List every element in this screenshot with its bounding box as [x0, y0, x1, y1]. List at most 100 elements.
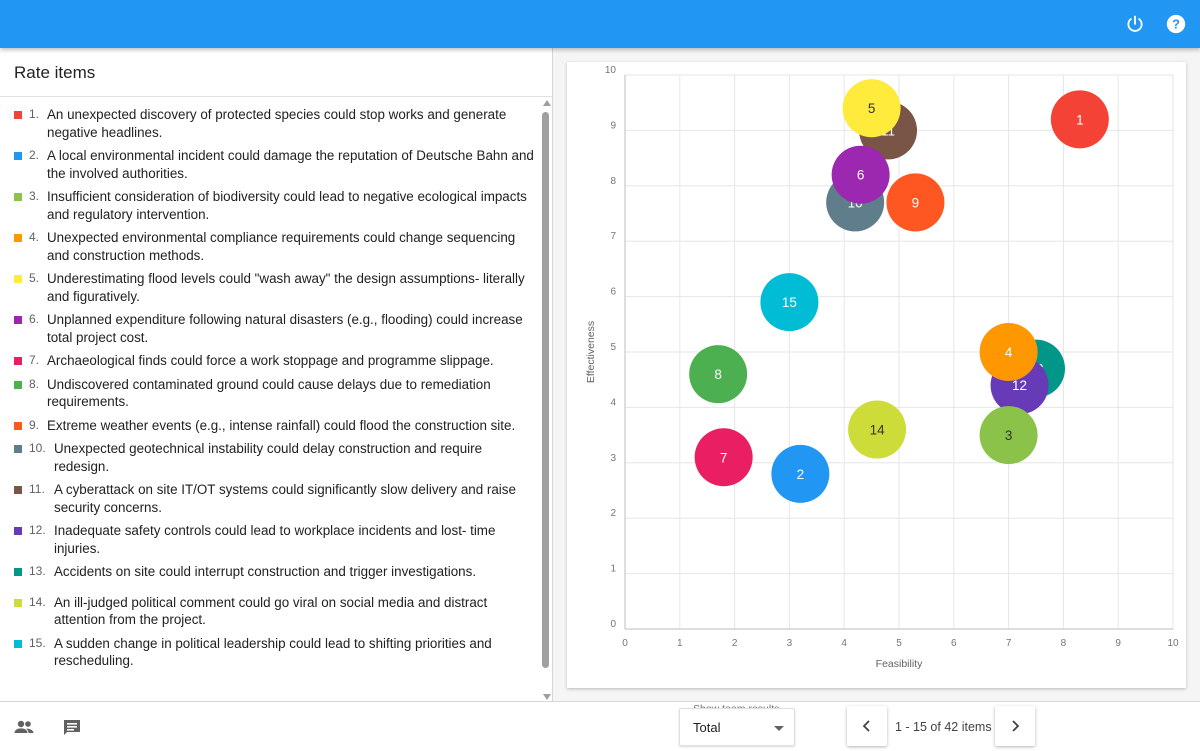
item-text: Undiscovered contaminated ground could c…	[47, 376, 491, 410]
y-axis-label: Effectiveness	[585, 321, 597, 383]
bubble-label: 3	[1005, 428, 1013, 443]
next-page-button[interactable]	[995, 706, 1035, 746]
color-swatch	[14, 193, 22, 201]
x-tick-label: 1	[677, 638, 683, 649]
list-item[interactable]: 7. Archaeological finds could force a wor…	[0, 352, 538, 370]
list-item[interactable]: 10. Unexpected geotechnical instability c…	[0, 440, 538, 475]
scroll-thumb[interactable]	[542, 112, 549, 668]
data-bubble[interactable]	[979, 406, 1038, 465]
svg-text:?: ?	[1172, 17, 1180, 32]
comment-icon[interactable]	[62, 718, 84, 736]
data-bubble[interactable]	[886, 173, 945, 232]
color-swatch	[14, 486, 22, 494]
color-swatch	[14, 527, 22, 535]
item-text: Extreme weather events (e.g., intense ra…	[47, 417, 516, 433]
x-tick-label: 3	[787, 638, 793, 649]
y-tick-label: 10	[605, 65, 617, 76]
x-tick-label: 8	[1061, 638, 1067, 649]
bubble-label: 9	[912, 195, 920, 210]
item-text: An ill-judged political comment could go…	[54, 594, 488, 628]
y-tick-label: 2	[610, 508, 616, 519]
item-number: 4.	[29, 230, 40, 244]
data-bubble[interactable]	[694, 428, 753, 487]
data-bubble[interactable]	[842, 79, 901, 138]
x-tick-label: 0	[622, 638, 628, 649]
color-swatch	[14, 598, 22, 607]
color-swatch	[14, 568, 22, 576]
list-item[interactable]: 13. Accidents on site could interrupt con…	[0, 563, 538, 581]
x-tick-label: 4	[841, 638, 847, 649]
y-tick-label: 3	[610, 453, 616, 464]
power-icon[interactable]	[1123, 12, 1147, 36]
item-number: 2.	[29, 148, 40, 162]
select-value: Total	[693, 720, 721, 735]
item-text: A local environmental incident could dam…	[47, 148, 534, 181]
list-item[interactable]: 12. Inadequate safety controls could lead…	[0, 522, 538, 557]
data-bubble[interactable]	[771, 444, 830, 503]
color-swatch	[14, 111, 22, 119]
help-icon[interactable]: ?	[1164, 12, 1188, 36]
y-tick-label: 9	[610, 120, 616, 131]
item-number: 10.	[29, 441, 46, 455]
list-item[interactable]: 5. Underestimating flood levels could "wa…	[0, 270, 538, 305]
list-item[interactable]: 11. A cyberattack on site IT/OT systems c…	[0, 481, 538, 516]
data-bubble[interactable]	[848, 400, 907, 459]
item-number: 1.	[29, 107, 40, 121]
item-text: Archaeological finds could force a work …	[47, 353, 494, 368]
panel-divider	[0, 96, 552, 97]
item-number: 12.	[29, 523, 46, 537]
item-number: 3.	[29, 189, 40, 203]
item-number: 7.	[29, 353, 40, 367]
bubble-label: 5	[868, 101, 876, 116]
list-item[interactable]: 4. Unexpected environmental compliance re…	[0, 229, 538, 264]
item-text: Accidents on site could interrupt constr…	[54, 564, 477, 579]
list-item[interactable]: 15. A sudden change in political leadersh…	[0, 635, 538, 670]
item-number: 13.	[29, 564, 46, 578]
caret-down-icon	[774, 726, 784, 731]
item-number: 14.	[29, 594, 46, 609]
bubble-label: 8	[714, 367, 722, 382]
y-tick-label: 7	[610, 231, 616, 242]
item-number: 5.	[29, 271, 40, 285]
data-bubble[interactable]	[831, 145, 890, 204]
data-bubble[interactable]	[760, 273, 819, 332]
data-bubble[interactable]	[979, 323, 1038, 381]
bubble-chart: 0 1 2 3 4 5 6 7 8 9 10012345678910FeasibilityEffec…	[585, 65, 1179, 670]
list-item[interactable]: 14. An ill-judged political comment could…	[0, 594, 538, 629]
item-text: A cyberattack on site IT/OT systems coul…	[54, 482, 516, 515]
list-item[interactable]: 8. Undiscovered contaminated ground could…	[0, 376, 538, 411]
color-swatch	[14, 234, 22, 242]
color-swatch	[14, 152, 22, 160]
bubble-label: 6	[857, 168, 865, 183]
list-item[interactable]: 3. Insufficient consideration of biodiver…	[0, 188, 538, 223]
item-text: Underestimating flood levels could "wash…	[47, 271, 525, 304]
item-text: Unexpected geotechnical instability coul…	[54, 441, 483, 474]
list-item[interactable]: 9. Extreme weather events (e.g., intense …	[0, 417, 538, 435]
item-list: 1. An unexpected discovery of protected s…	[0, 106, 538, 700]
list-item[interactable]: 6. Unplanned expenditure following natura…	[0, 311, 538, 346]
team-results-select[interactable]: Total	[679, 708, 795, 746]
item-number: 9.	[29, 417, 40, 432]
list-item[interactable]: 2. A local environmental incident could d…	[0, 147, 538, 182]
color-swatch	[14, 445, 22, 453]
data-bubble[interactable]	[689, 345, 748, 404]
item-number: 11.	[29, 482, 45, 496]
previous-page-button[interactable]	[847, 706, 887, 746]
bubble-label: 4	[1005, 345, 1013, 360]
data-bubble[interactable]	[1050, 90, 1109, 149]
bubble-label: 7	[720, 450, 728, 465]
bubble-label: 15	[782, 295, 797, 310]
chart-card: 0 1 2 3 4 5 6 7 8 9 10 0 1 2 3 4 5 6 7 8 9 10 Feasibility Effec…	[567, 62, 1186, 688]
scrollbar[interactable]	[541, 100, 551, 700]
y-tick-label: 0	[610, 619, 616, 630]
x-axis-label: Feasibility	[876, 658, 923, 670]
color-swatch	[14, 316, 22, 324]
color-swatch	[14, 421, 22, 430]
x-tick-label: 9	[1115, 638, 1121, 649]
scroll-up-arrow-icon[interactable]	[543, 100, 551, 106]
chevron-right-icon	[1012, 720, 1020, 732]
list-item[interactable]: 1. An unexpected discovery of protected s…	[0, 106, 538, 141]
item-number: 6.	[29, 312, 40, 326]
people-icon[interactable]	[13, 718, 35, 736]
scroll-down-arrow-icon[interactable]	[543, 694, 551, 700]
